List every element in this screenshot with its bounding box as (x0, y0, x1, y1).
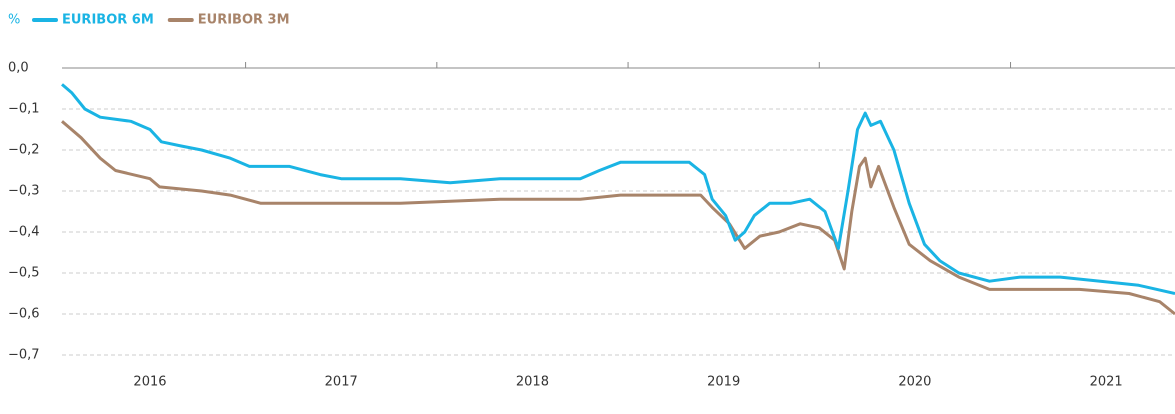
y-tick-label: −0,3 (8, 184, 40, 199)
x-tick-label: 2018 (516, 375, 549, 390)
legend-label: EURIBOR 6M (62, 13, 154, 28)
x-tick-label: 2020 (898, 375, 931, 390)
y-tick-label: −0,1 (8, 102, 40, 117)
y-unit: % (8, 13, 20, 28)
y-tick-label: −0,5 (8, 266, 40, 281)
series-line (61, 83, 1175, 295)
y-tick-label: −0,2 (8, 143, 40, 158)
y-tick-label: −0,4 (8, 225, 40, 240)
legend-label: EURIBOR 3M (198, 13, 290, 28)
y-tick-label: −0,6 (8, 307, 40, 322)
y-tick-label: 0,0 (8, 61, 29, 76)
x-tick-label: 2016 (133, 375, 166, 390)
x-tick-label: 2021 (1090, 375, 1123, 390)
series-line (61, 120, 1175, 316)
x-tick-label: 2017 (325, 375, 358, 390)
y-tick-label: −0,7 (8, 348, 40, 363)
x-tick-label: 2019 (707, 375, 740, 390)
